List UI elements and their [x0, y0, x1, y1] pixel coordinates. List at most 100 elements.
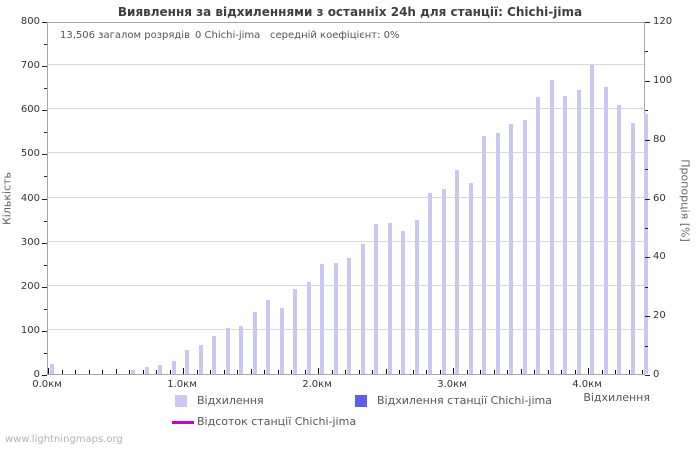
bar: [603, 87, 608, 374]
gridline: [48, 328, 644, 330]
y-axis-right-label: 0: [653, 369, 660, 380]
legend-swatch-deviation: [175, 395, 187, 407]
bar: [171, 360, 176, 374]
legend-label-deviation: Відхилення: [197, 394, 264, 407]
y-axis-right-tick: [645, 22, 650, 23]
legend-label-station-deviation: Відхилення станції Chichi-jima: [377, 394, 552, 407]
x-axis-tick: [304, 370, 306, 374]
bar: [495, 132, 500, 374]
y-axis-left-label: 300: [20, 236, 40, 248]
y-axis-left-tick: [42, 198, 47, 200]
plot-area: [47, 22, 648, 375]
bar: [536, 97, 540, 374]
gridline: [48, 64, 644, 66]
x-axis-tick: [615, 370, 616, 374]
x-axis-tick: [358, 370, 360, 374]
bar: [333, 262, 338, 374]
bar: [239, 326, 243, 374]
x-axis-tick: [588, 368, 589, 374]
y-axis-left-label: 600: [20, 104, 40, 116]
x-axis-tick: [439, 370, 441, 374]
y-axis-right-label: 80: [653, 133, 666, 145]
x-axis-tick-label: 1.0км: [167, 379, 197, 390]
gridline: [48, 284, 644, 286]
y-axis-left-tick: [44, 44, 47, 46]
y-axis-left-tick: [42, 330, 47, 332]
x-axis-tick: [156, 370, 157, 374]
chart-title: Виявлення за відхиленнями з останніх 24h…: [117, 5, 583, 19]
y-axis-left-tick: [42, 66, 47, 68]
bar: [563, 96, 567, 374]
x-axis-tick: [142, 370, 144, 374]
x-axis-tick: [507, 370, 508, 374]
bar: [347, 258, 351, 374]
x-axis-tick: [223, 370, 225, 374]
y-axis-left-label: 500: [20, 148, 40, 160]
x-axis-tick: [426, 370, 427, 374]
bar: [50, 364, 54, 374]
y-axis-right-tick: [645, 227, 648, 229]
y-axis-left-tick: [42, 22, 47, 23]
bar: [279, 307, 284, 374]
bar: [252, 312, 257, 374]
y-axis-right-label: 100: [653, 74, 673, 86]
bar: [225, 327, 230, 374]
bar: [266, 300, 270, 374]
bar: [441, 189, 446, 374]
x-axis-tick: [102, 370, 103, 374]
y-axis-right-tick: [645, 110, 648, 112]
x-axis-tick: [412, 370, 414, 374]
bar: [644, 114, 648, 374]
x-axis-tick-label: 0.0км: [32, 379, 62, 390]
y-axis-right-label: 60: [653, 192, 666, 204]
y-axis-left-tick: [42, 242, 47, 244]
x-axis-tick: [115, 369, 117, 374]
x-axis-tick: [534, 370, 535, 374]
y-axis-left-label: 700: [20, 60, 40, 72]
x-axis-tick: [372, 370, 373, 374]
y-axis-left-tick: [44, 132, 47, 134]
bar: [576, 89, 581, 374]
y-axis-right-tick: [645, 375, 650, 376]
bar: [630, 122, 635, 374]
x-axis-tick: [196, 370, 198, 374]
y-axis-left-tick: [44, 88, 47, 90]
gridline: [48, 240, 644, 242]
x-axis-tick: [277, 370, 279, 374]
y-axis-left-label: 200: [20, 280, 40, 292]
bar: [360, 243, 365, 374]
y-axis-left-tick: [44, 352, 47, 354]
y-axis-right-tick: [645, 51, 648, 53]
y-axis-left-label: 0: [33, 369, 40, 380]
y-axis-left-tick: [42, 375, 47, 376]
x-axis-tick: [237, 370, 238, 374]
y-axis-right-tick: [645, 345, 648, 347]
x-axis-tick: [574, 370, 576, 374]
bar: [306, 282, 311, 374]
bar: [185, 349, 189, 374]
annotation-station-count: 0 Chichi-jima: [195, 30, 261, 41]
y-axis-right-tick: [645, 169, 648, 171]
x-axis-tick: [493, 370, 495, 374]
x-axis-tick: [345, 370, 346, 374]
y-axis-left-tick: [42, 286, 47, 288]
bar: [482, 135, 486, 374]
legend-line-station-percent: [172, 421, 194, 424]
x-axis-tick: [169, 370, 171, 374]
gridline: [48, 108, 644, 110]
x-axis-tick: [601, 370, 603, 374]
x-axis-tick-label: 4.0км: [572, 379, 602, 390]
annotation-total-strikes: 13,506 загалом розрядів: [60, 30, 190, 41]
y-axis-right-tick: [645, 80, 650, 82]
x-axis-tick: [466, 370, 468, 374]
y-axis-left-tick: [44, 264, 47, 266]
bar: [549, 79, 554, 374]
bar: [617, 105, 621, 374]
x-axis-tick: [385, 369, 387, 374]
bar: [401, 231, 405, 374]
y-axis-right-label: 40: [653, 251, 666, 263]
gridline: [48, 152, 644, 154]
y-axis-left-label: 800: [20, 16, 40, 27]
bar: [468, 182, 473, 374]
legend-label-station-percent: Відсоток станції Chichi-jima: [197, 415, 357, 428]
